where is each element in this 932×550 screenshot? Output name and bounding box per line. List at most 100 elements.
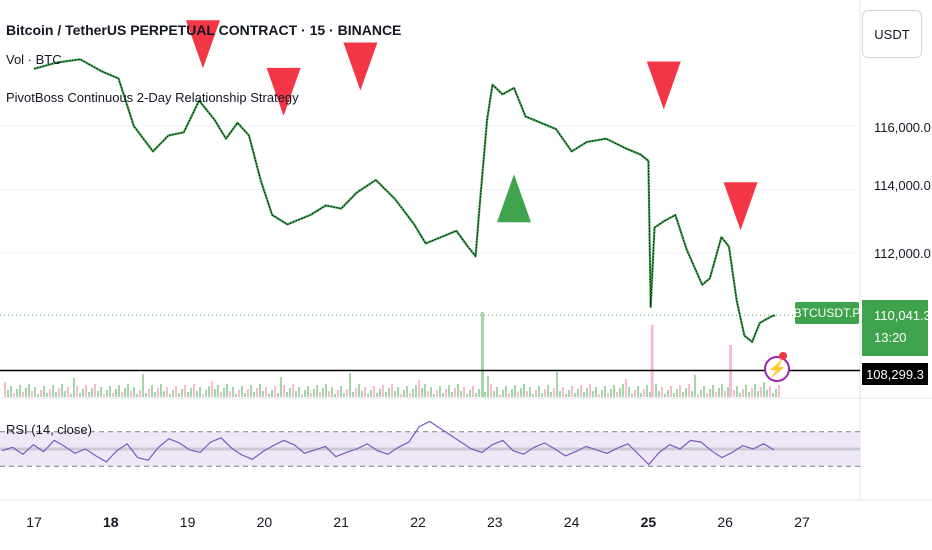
volume-bar [760, 387, 762, 397]
volume-bar [520, 388, 522, 397]
lightning-alert-icon[interactable]: ⚡ [764, 356, 790, 382]
volume-bar [775, 389, 777, 397]
volume-bar [724, 391, 726, 397]
volume-legend[interactable]: Vol · BTC [6, 52, 62, 67]
volume-bar [568, 390, 570, 397]
volume-bar [10, 386, 12, 397]
volume-bar [385, 392, 387, 397]
volume-bar [256, 388, 258, 397]
volume-bar [493, 391, 495, 397]
volume-bar [37, 394, 39, 397]
date-tick-label: 20 [256, 514, 273, 530]
volume-bar [415, 385, 417, 397]
volume-bar [463, 387, 465, 397]
volume-bar [109, 386, 111, 397]
volume-bar [301, 394, 303, 397]
volume-bar [424, 384, 426, 397]
volume-bar [19, 385, 21, 397]
volume-bar [751, 388, 753, 397]
volume-bar [220, 392, 222, 397]
volume-bar [550, 392, 552, 397]
date-tick-label: 24 [563, 514, 580, 530]
volume-bar [268, 394, 270, 397]
volume-bar [166, 387, 168, 397]
volume-bar [40, 390, 42, 397]
volume-bar [610, 389, 612, 397]
volume-bar [709, 389, 711, 397]
volume-bar [505, 386, 507, 397]
volume-bar [766, 390, 768, 397]
volume-bar [526, 391, 528, 397]
volume-bar [412, 389, 414, 397]
volume-bar [133, 387, 135, 397]
symbol-badge: BTCUSDT.P [794, 302, 860, 324]
volume-bar [226, 384, 228, 397]
volume-bar [202, 394, 204, 397]
date-tick-label: 17 [26, 514, 42, 530]
volume-bar [31, 391, 33, 397]
volume-bar [136, 394, 138, 397]
volume-bar [418, 380, 420, 397]
volume-bar [403, 390, 405, 397]
volume-bar [688, 384, 690, 397]
currency-selector[interactable]: USDT [862, 10, 922, 58]
volume-bar [691, 391, 693, 397]
volume-bar [391, 384, 393, 397]
volume-bar [496, 387, 498, 397]
volume-bar [22, 392, 24, 397]
volume-bar [88, 392, 90, 397]
volume-bar [553, 388, 555, 397]
volume-bar [223, 388, 225, 397]
volume-bar [712, 385, 714, 397]
volume-bar [28, 384, 30, 397]
volume-bar [196, 391, 198, 397]
volume-bar [511, 389, 513, 397]
date-tick-label: 21 [333, 514, 349, 530]
volume-bar [580, 385, 582, 397]
volume-bar [292, 384, 294, 397]
volume-bar [94, 384, 96, 397]
volume-bar [586, 388, 588, 397]
volume-bar [616, 392, 618, 397]
volume-bar [316, 385, 318, 397]
volume-bar [13, 393, 15, 397]
volume-bar [658, 391, 660, 397]
volume-bar [514, 385, 516, 397]
volume-bar [91, 388, 93, 397]
volume-bar [7, 390, 9, 397]
volume-bar [772, 393, 774, 397]
volume-bar [598, 394, 600, 397]
date-tick-label: 19 [179, 514, 196, 530]
volume-bar [400, 394, 402, 397]
date-tick-label: 18 [103, 514, 119, 530]
volume-bar [625, 379, 627, 397]
volume-bar [628, 387, 630, 397]
volume-bar [217, 385, 219, 397]
volume-bar [706, 393, 708, 397]
volume-bar [280, 377, 282, 397]
volume-bar [739, 393, 741, 397]
volume-bar [595, 387, 597, 397]
volume-bar [340, 386, 342, 397]
volume-bar [640, 393, 642, 397]
volume-bar [655, 384, 657, 397]
volume-bar [592, 391, 594, 397]
volume-bar [265, 387, 267, 397]
strategy-legend[interactable]: PivotBoss Continuous 2-Day Relationship … [6, 90, 299, 105]
volume-bar [394, 391, 396, 397]
rsi-legend[interactable]: RSI (14, close) [6, 422, 92, 437]
volume-bar [307, 386, 309, 397]
last-price-value: 110,041.3 [874, 308, 931, 323]
volume-bar [214, 389, 216, 397]
volume-bar [748, 392, 750, 397]
volume-bar [667, 390, 669, 397]
volume-bar [238, 390, 240, 397]
volume-bar [670, 386, 672, 397]
volume-bar [694, 375, 696, 397]
volume-bar [721, 384, 723, 397]
volume-bar [433, 394, 435, 397]
volume-bar [244, 393, 246, 397]
volume-bar [649, 392, 651, 397]
sell-signal-marker [343, 42, 378, 91]
